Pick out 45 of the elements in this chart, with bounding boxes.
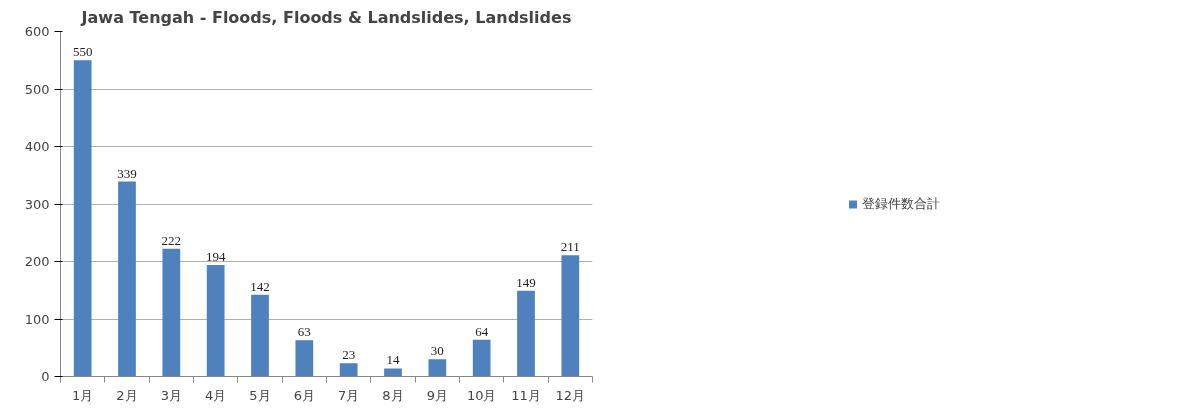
- data-label: 64: [475, 323, 489, 339]
- data-label: 339: [117, 165, 137, 181]
- data-label: 194: [205, 248, 226, 264]
- data-label: 30: [430, 343, 444, 359]
- y-tick-label: 500: [24, 81, 50, 97]
- x-tick-label: 7月: [338, 387, 360, 403]
- data-label: 211: [560, 239, 580, 255]
- bar: [428, 359, 447, 377]
- y-tick-label: 0: [41, 369, 50, 384]
- data-label: 550: [72, 44, 93, 60]
- data-label: 14: [386, 352, 400, 368]
- x-tick-label: 11月: [511, 387, 541, 403]
- x-tick-label: 2月: [116, 387, 138, 403]
- y-tick-label: 100: [24, 311, 50, 327]
- bar: [206, 264, 225, 377]
- bar: [251, 294, 269, 377]
- bar: [517, 290, 535, 377]
- data-label: 149: [516, 274, 536, 290]
- y-tick-label: 300: [24, 196, 50, 212]
- bar: [339, 363, 358, 377]
- legend-label: 登録件数合計: [862, 194, 940, 213]
- y-tick-label: 400: [24, 139, 50, 154]
- x-tick-label: 3月: [160, 387, 182, 403]
- x-tick-label: 10月: [466, 387, 497, 403]
- bar: [384, 368, 402, 377]
- bar: [118, 181, 136, 377]
- x-tick-label: 5月: [249, 387, 271, 403]
- x-tick-label: 12月: [555, 387, 586, 403]
- x-tick-label: 1月: [72, 387, 94, 403]
- bar: [472, 339, 491, 377]
- data-label: 222: [161, 232, 182, 248]
- x-tick-label: 8月: [382, 387, 404, 403]
- bar: [561, 255, 580, 377]
- data-label: 23: [342, 347, 356, 363]
- chart-title: Jawa Tengah - Floods, Floods & Landslides, Landslides: [80, 7, 572, 27]
- data-label: 63: [297, 324, 311, 340]
- data-label: 142: [250, 278, 270, 294]
- x-tick-label: 9月: [426, 387, 448, 403]
- x-tick-label: 6月: [293, 387, 315, 403]
- bar: [73, 60, 92, 377]
- y-tick-label: 600: [24, 24, 50, 39]
- x-tick-label: 4月: [205, 387, 227, 403]
- bar: [162, 248, 181, 377]
- bar: [295, 340, 314, 377]
- y-tick-label: 200: [24, 254, 50, 269]
